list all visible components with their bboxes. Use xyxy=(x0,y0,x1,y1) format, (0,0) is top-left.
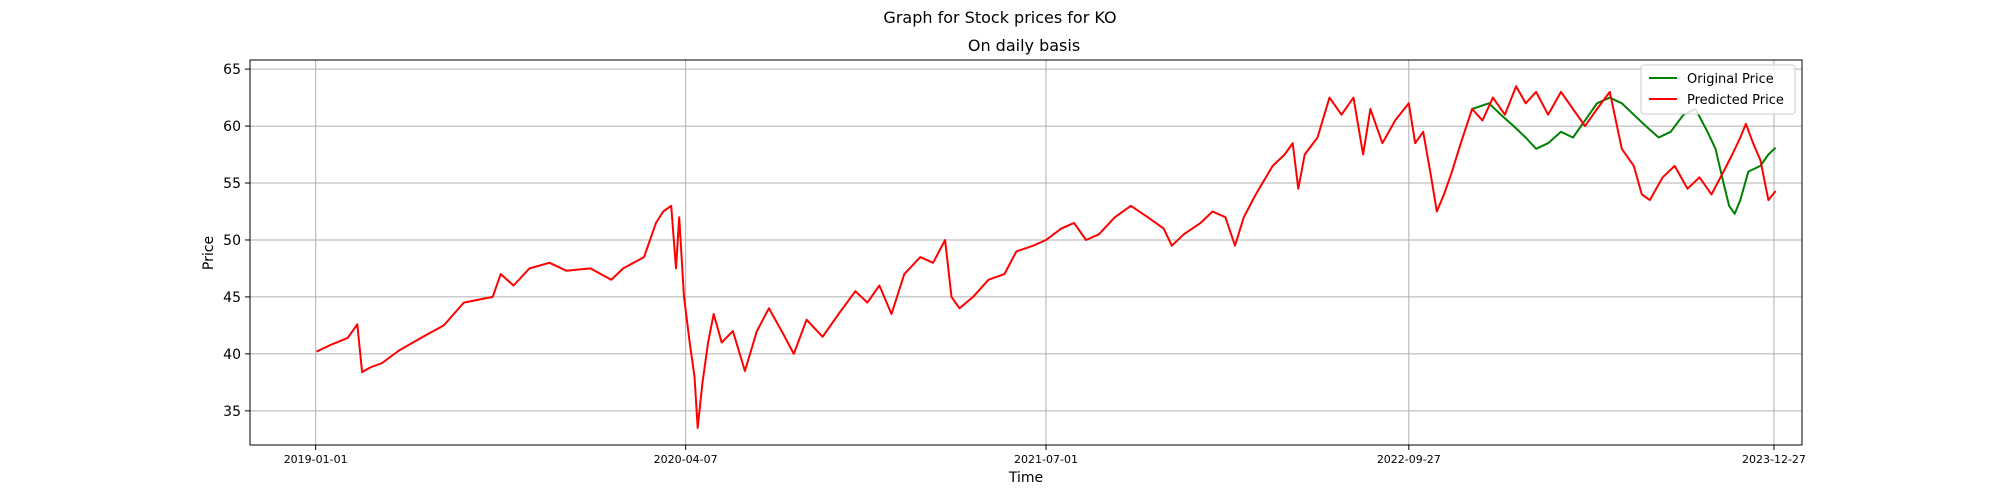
x-axis-label: Time xyxy=(1008,470,1043,486)
chart-title: Graph for Stock prices for KO xyxy=(883,8,1116,27)
y-tick-label: 55 xyxy=(223,176,241,192)
legend-box xyxy=(1640,64,1796,115)
axis-ticks: 35 40 45 50 55 60 65 2019-01-01 2020-04-07 2021-0… xyxy=(223,62,1806,466)
legend-label-original: Original Price xyxy=(1687,72,1774,87)
chart-subtitle: On daily basis xyxy=(968,36,1080,55)
legend-label-predicted: Predicted Price xyxy=(1687,93,1784,108)
x-tick-label: 2021-07-01 xyxy=(1014,453,1078,466)
x-tick-label: 2023-12-27 xyxy=(1742,453,1806,466)
plot-frame xyxy=(249,59,1803,446)
y-tick-label: 65 xyxy=(223,62,241,78)
y-tick-label: 50 xyxy=(223,233,241,249)
grid-lines xyxy=(250,60,1802,445)
series-lines xyxy=(316,85,1777,429)
x-tick-label: 2019-01-01 xyxy=(284,453,348,466)
series-line-original-price xyxy=(1471,96,1777,215)
series-line-predicted-price xyxy=(316,85,1777,429)
x-tick-label: 2022-09-27 xyxy=(1377,453,1441,466)
y-tick-label: 35 xyxy=(223,404,241,420)
legend: Original Price Predicted Price xyxy=(1640,64,1796,115)
y-tick-label: 40 xyxy=(223,347,241,363)
y-tick-label: 45 xyxy=(223,290,241,306)
y-tick-label: 60 xyxy=(223,119,241,135)
x-tick-label: 2020-04-07 xyxy=(654,453,718,466)
y-axis-label: Price xyxy=(201,236,217,270)
